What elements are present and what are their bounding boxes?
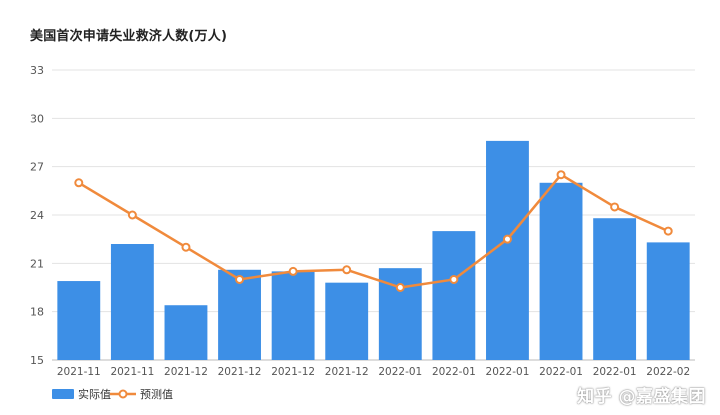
bar: [110, 244, 154, 360]
x-axis: 2021-11 2021-11 2021-12 2021-12 2021-12 2021-…: [57, 366, 690, 378]
watermark: 知乎 @嘉盛集团: [577, 387, 706, 407]
forecast-point: [556, 170, 566, 180]
forecast-line: [78, 173, 669, 289]
y-tick-label: 21: [30, 257, 44, 270]
x-tick-label: 2021-12: [164, 366, 208, 378]
bar: [164, 305, 208, 360]
y-tick-label: 15: [30, 354, 44, 367]
x-tick-label: 2022-01: [432, 366, 476, 378]
forecast-point: [395, 283, 405, 292]
legend-label: 预测值: [140, 388, 173, 401]
legend-swatch-point: [118, 389, 128, 399]
x-tick-label: 2021-11: [110, 366, 154, 378]
forecast-point: [127, 210, 137, 220]
x-tick-label: 2021-11: [57, 366, 101, 378]
chart-title: 美国首次申请失业救济人数(万人): [30, 29, 228, 44]
bar: [593, 218, 637, 360]
x-tick-label: 2021-12: [325, 366, 369, 378]
forecast-point: [663, 226, 673, 236]
y-tick-label: 27: [30, 161, 44, 174]
bar: [57, 281, 101, 360]
forecast-point: [610, 202, 620, 212]
bar: [218, 269, 261, 360]
x-tick-label: 2022-02: [646, 366, 690, 378]
y-tick-label: 24: [30, 209, 44, 222]
bar: [325, 282, 369, 360]
forecast-point: [449, 274, 459, 284]
bar: [646, 242, 690, 360]
grid-lines: [52, 69, 695, 361]
y-tick-label: 30: [30, 112, 44, 125]
forecast-point: [181, 242, 191, 252]
x-tick-label: 2022-01: [378, 366, 422, 378]
x-tick-label: 2022-01: [593, 366, 637, 378]
legend-swatch-bar: [52, 389, 74, 399]
x-tick-label: 2022-01: [486, 366, 530, 378]
forecast-point: [502, 234, 512, 244]
forecast-point: [288, 266, 298, 276]
legend-label: 实际值: [78, 387, 111, 401]
y-tick-label: 18: [30, 306, 44, 319]
x-tick-label: 2021-12: [218, 366, 262, 378]
y-axis: 15 18 21 24 27 30 33: [30, 64, 44, 367]
forecast-point: [74, 178, 84, 188]
y-tick-label: 33: [30, 64, 44, 77]
line-series: [74, 170, 673, 292]
forecast-point: [342, 265, 352, 275]
bar: [539, 182, 583, 360]
bar: [271, 271, 315, 360]
x-tick-label: 2021-12: [271, 366, 315, 378]
forecast-point: [235, 274, 245, 284]
legend: 实际值 预测值: [52, 387, 173, 401]
bar: [432, 231, 476, 360]
x-tick-label: 2022-01: [539, 366, 583, 378]
bar-series: [57, 140, 690, 360]
